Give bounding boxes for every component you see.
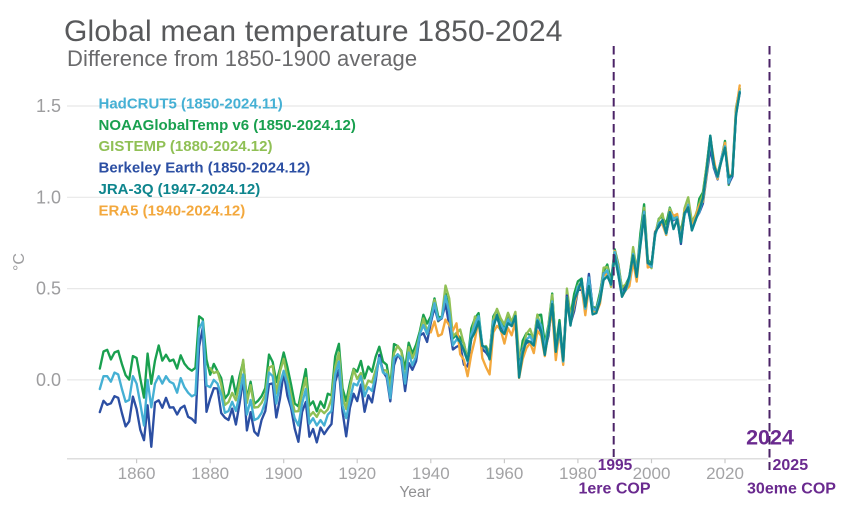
svg-text:1900: 1900 — [265, 464, 303, 483]
svg-text:1.0: 1.0 — [36, 187, 61, 207]
svg-text:HadCRUT5 (1850-2024.11): HadCRUT5 (1850-2024.11) — [99, 95, 283, 112]
svg-text:1980: 1980 — [559, 464, 597, 483]
svg-text:1995: 1995 — [598, 457, 633, 474]
svg-text:0.5: 0.5 — [36, 279, 61, 299]
svg-text:1940: 1940 — [412, 464, 450, 483]
svg-text:Global mean temperature 1850-2: Global mean temperature 1850-2024 — [64, 15, 563, 48]
svg-text:1920: 1920 — [338, 464, 376, 483]
svg-text:Difference from 1850-1900 aver: Difference from 1850-1900 average — [67, 46, 417, 71]
svg-text:2020: 2020 — [706, 464, 744, 483]
svg-text:1.5: 1.5 — [36, 96, 61, 116]
svg-text:1880: 1880 — [191, 464, 229, 483]
svg-text:ERA5 (1940-2024.12): ERA5 (1940-2024.12) — [99, 202, 246, 219]
svg-text:NOAAGlobalTemp v6 (1850-2024.1: NOAAGlobalTemp v6 (1850-2024.12) — [99, 117, 356, 134]
svg-text:0.0: 0.0 — [36, 370, 61, 390]
svg-text:2000: 2000 — [633, 464, 671, 483]
svg-text:1860: 1860 — [118, 464, 156, 483]
svg-text:°C: °C — [11, 253, 28, 271]
svg-text:1ere COP: 1ere COP — [578, 481, 650, 498]
svg-text:Year: Year — [399, 484, 430, 501]
svg-text:JRA-3Q (1947-2024.12): JRA-3Q (1947-2024.12) — [99, 181, 261, 198]
svg-text:2025: 2025 — [773, 457, 809, 474]
svg-text:1960: 1960 — [485, 464, 523, 483]
svg-text:30eme COP: 30eme COP — [747, 481, 836, 498]
svg-text:Berkeley Earth (1850-2024.12): Berkeley Earth (1850-2024.12) — [99, 160, 311, 177]
svg-text:GISTEMP (1880-2024.12): GISTEMP (1880-2024.12) — [99, 138, 273, 155]
svg-text:2024: 2024 — [746, 426, 794, 450]
